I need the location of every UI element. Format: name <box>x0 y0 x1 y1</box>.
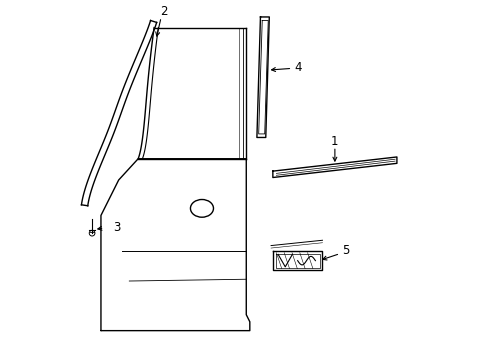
Text: 1: 1 <box>330 135 338 148</box>
Text: 2: 2 <box>160 5 167 18</box>
Text: 4: 4 <box>293 61 301 74</box>
Text: 3: 3 <box>113 221 121 234</box>
Text: 5: 5 <box>341 243 348 257</box>
